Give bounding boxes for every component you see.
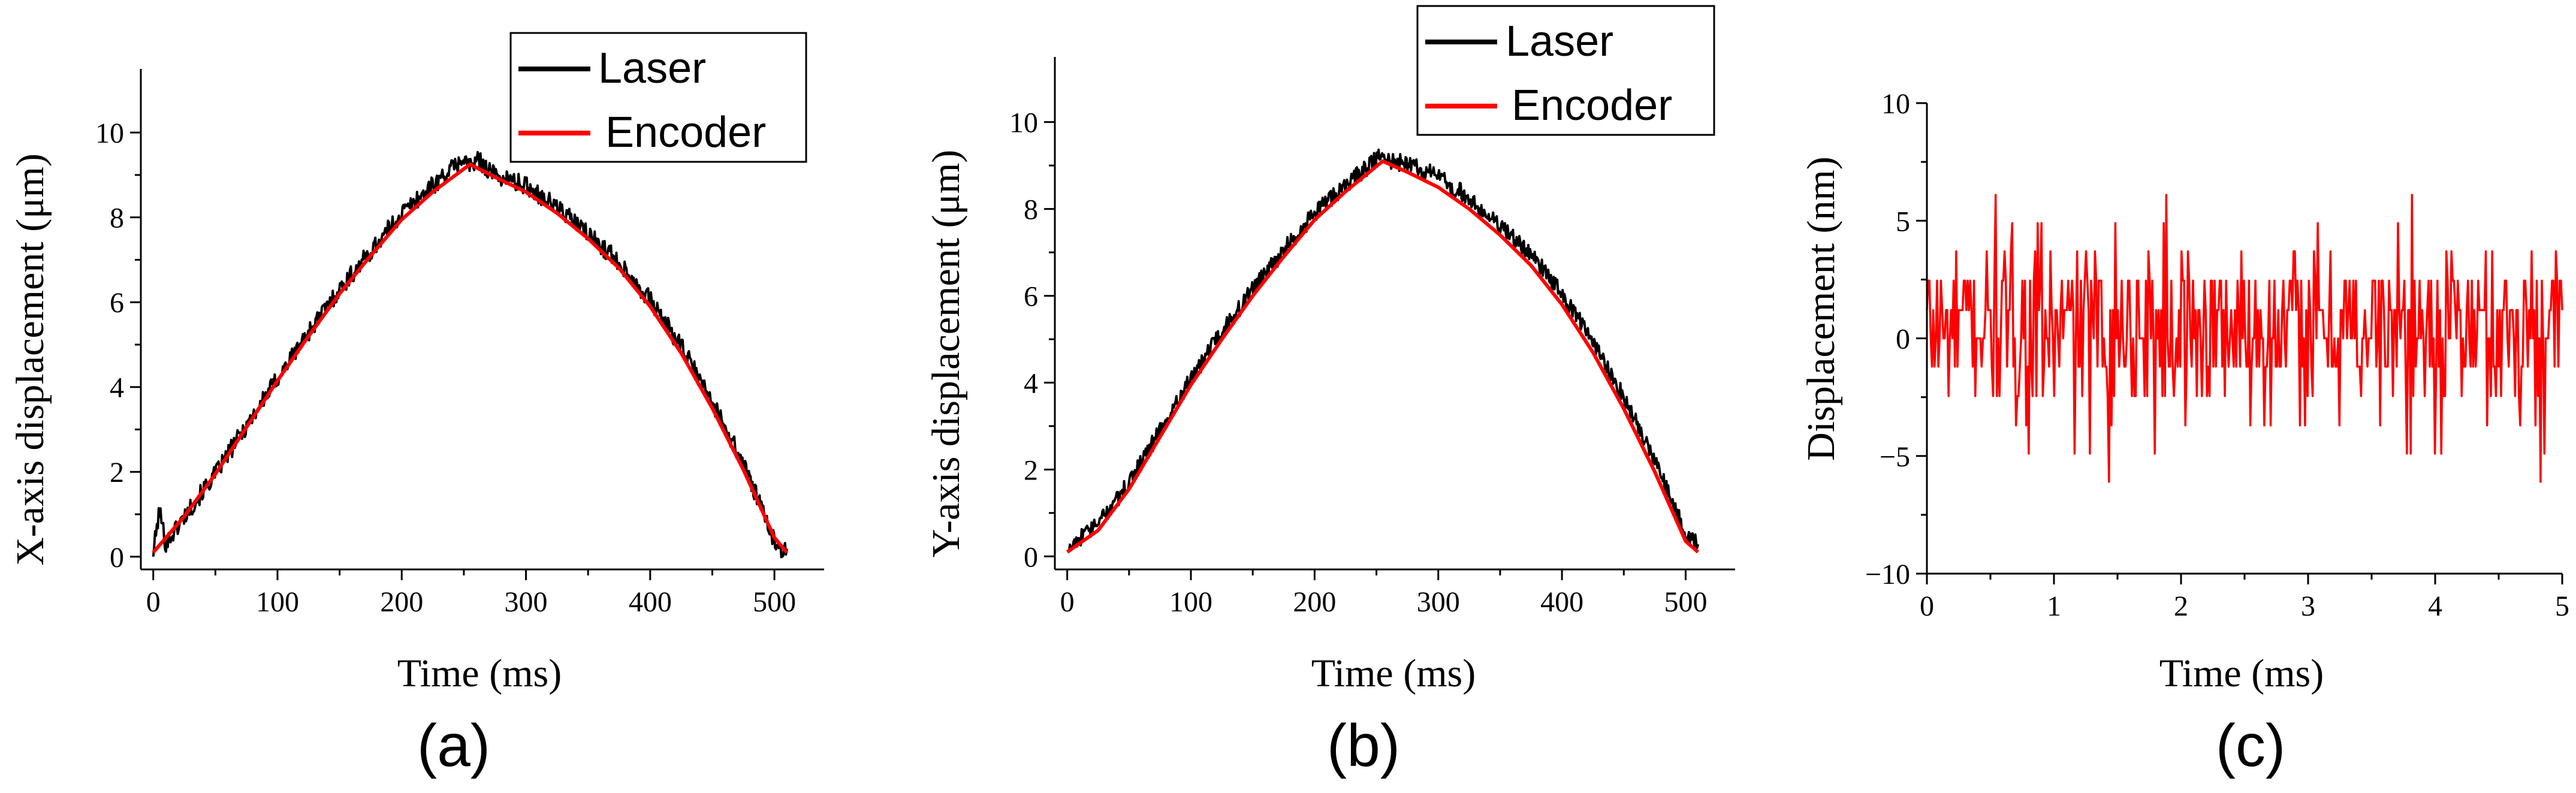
panel-c-x-tick-label: 2 xyxy=(2174,590,2188,622)
panel-a-x-axis-label: Time (ms) xyxy=(397,652,562,695)
panel-b-label: (b) xyxy=(1327,712,1400,779)
panel-a-x-tick-label: 200 xyxy=(380,586,423,618)
panel-a-legend: Laser Encoder xyxy=(509,32,807,163)
panel-b-y-tick-label: 0 xyxy=(1024,541,1038,573)
panel-a-y-axis-label: X-axis displacement (μm) xyxy=(8,153,52,566)
panel-b-y-tick-label: 2 xyxy=(1024,454,1038,486)
panel-a-y-tick-label: 0 xyxy=(110,542,124,574)
panel-a-chart: 0 100 200 300 400 500 0 2 4 6 8 10 Time (ms) X-axis… xyxy=(8,32,824,779)
panel-a-y-tick-label: 6 xyxy=(110,287,124,319)
panel-b-x-axis-label: Time (ms) xyxy=(1311,652,1476,695)
panel-c-x-tick-label: 0 xyxy=(1920,590,1934,622)
panel-a-label: (a) xyxy=(417,712,490,779)
panel-b-legend: Laser Encoder xyxy=(1416,5,1715,136)
panel-c-y-axis-label: Displacement (nm) xyxy=(1799,156,1843,461)
panel-b-y-tick-label: 10 xyxy=(1009,107,1038,139)
panel-b-x-tick-label: 100 xyxy=(1169,586,1212,618)
panel-c-chart: 0 1 2 3 4 5 −10 −5 0 5 10 Time (ms) Displacement (… xyxy=(1799,88,2569,779)
panel-a-y-tick-label: 8 xyxy=(110,203,124,234)
panel-a-series-encoder xyxy=(152,162,789,554)
panel-c-label: (c) xyxy=(2216,712,2286,779)
panel-a-legend-encoder-label: Encoder xyxy=(605,108,766,156)
panel-b-y-tick-label: 4 xyxy=(1024,367,1038,399)
panel-b-legend-laser-label: Laser xyxy=(1506,17,1613,65)
panel-b-x-tick-label: 500 xyxy=(1664,586,1707,618)
panel-b-x-tick-label: 0 xyxy=(1060,586,1075,618)
panel-c-data-layer xyxy=(1926,194,2563,483)
panel-c-y-tick-label: 10 xyxy=(1881,88,1910,120)
panel-c-x-tick-label: 4 xyxy=(2428,590,2442,622)
panel-a-y-tick-label: 10 xyxy=(95,117,124,149)
panel-b-y-tick-label: 6 xyxy=(1024,281,1038,313)
panel-b-x-tick-label: 400 xyxy=(1540,586,1583,618)
panel-b-legend-box xyxy=(1416,5,1715,136)
panel-a-y-tick-label: 4 xyxy=(110,372,124,404)
panel-a-axes: 0 100 200 300 400 500 0 2 4 6 8 10 xyxy=(95,69,824,618)
panel-b-y-axis-label: Y-axis displacement (μm) xyxy=(924,150,968,558)
panel-c-series-displacement xyxy=(1926,194,2563,483)
panel-a-x-tick-label: 400 xyxy=(629,586,672,618)
panel-b-series-laser xyxy=(1067,148,1700,553)
panel-b-legend-encoder-label: Encoder xyxy=(1512,82,1672,129)
panel-c-x-axis-label: Time (ms) xyxy=(2159,652,2324,695)
panel-c-y-tick-label: 0 xyxy=(1896,324,1910,355)
panel-b-data-layer xyxy=(1066,148,1700,554)
panel-c-y-tick-label: −10 xyxy=(1865,559,1910,590)
panel-a-x-tick-label: 500 xyxy=(753,586,796,618)
panel-a-y-tick-label: 2 xyxy=(110,457,124,489)
panel-b-x-tick-label: 200 xyxy=(1293,586,1336,618)
panel-c-y-tick-label: −5 xyxy=(1880,441,1910,473)
panel-a-legend-laser-label: Laser xyxy=(598,44,706,92)
panel-b-axes: 0 100 200 300 400 500 0 2 4 6 8 10 xyxy=(1009,57,1735,618)
panel-c-y-tick-label: 5 xyxy=(1896,206,1910,237)
panel-a-series-laser xyxy=(152,150,788,559)
panel-c-x-tick-label: 1 xyxy=(2047,590,2061,622)
panel-a-data-layer xyxy=(152,150,789,559)
panel-b-x-tick-label: 300 xyxy=(1417,586,1460,618)
panel-b-chart: 0 100 200 300 400 500 0 2 4 6 8 10 Time (ms) Y-axis… xyxy=(924,5,1735,779)
panel-a-x-tick-label: 300 xyxy=(505,586,548,618)
panel-c-x-tick-label: 5 xyxy=(2555,590,2569,622)
panel-a-x-tick-label: 0 xyxy=(146,586,161,618)
panel-b-y-tick-label: 8 xyxy=(1024,194,1038,226)
panel-c-x-tick-label: 3 xyxy=(2301,590,2315,622)
panel-a-x-tick-label: 100 xyxy=(256,586,299,618)
panel-a-legend-box xyxy=(509,32,807,163)
panel-b-series-encoder xyxy=(1066,159,1700,554)
panel-c-axes: 0 1 2 3 4 5 −10 −5 0 5 10 xyxy=(1865,88,2569,622)
